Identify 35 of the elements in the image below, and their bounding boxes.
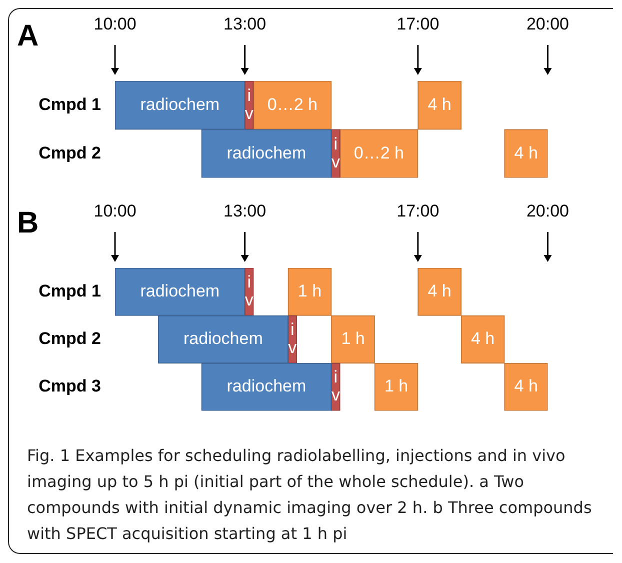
data-label: radiochem bbox=[183, 329, 263, 348]
x-tick-label: 10:00 bbox=[94, 14, 136, 34]
x-tick-label: 10:00 bbox=[94, 201, 136, 220]
data-label: radiochem bbox=[226, 376, 306, 396]
y-tick-label: Cmpd 1 bbox=[38, 94, 101, 114]
data-label: radiochem bbox=[140, 94, 220, 114]
data-label: iv bbox=[331, 368, 340, 405]
data-label: iv bbox=[244, 272, 254, 310]
y-tick-label: Cmpd 2 bbox=[38, 329, 101, 348]
data-label: 0…2 h bbox=[354, 143, 404, 162]
data-label: 1 h bbox=[384, 376, 408, 396]
y-tick-label: Cmpd 3 bbox=[38, 376, 101, 396]
data-label: radiochem bbox=[140, 281, 220, 300]
annotation: 4 h bbox=[471, 329, 495, 348]
data-label: iv bbox=[331, 134, 340, 172]
annotation: 4 h bbox=[514, 376, 538, 396]
chart-title: B bbox=[17, 206, 39, 240]
x-tick-label: 13:00 bbox=[224, 201, 266, 220]
chart-title: A bbox=[17, 19, 39, 52]
annotation: 4 h bbox=[428, 94, 452, 114]
x-tick-label: 13:00 bbox=[224, 14, 266, 34]
data-label: iv bbox=[244, 86, 254, 123]
x-tick-label: 17:00 bbox=[396, 14, 440, 34]
data-label: 1 h bbox=[341, 329, 365, 348]
annotation: 4 h bbox=[428, 281, 452, 300]
x-tick-label: 20:00 bbox=[526, 14, 570, 34]
x-tick-label: 17:00 bbox=[396, 201, 440, 220]
y-tick-label: Cmpd 2 bbox=[38, 143, 101, 162]
data-label: 1 h bbox=[298, 281, 322, 300]
annotation: 4 h bbox=[514, 143, 538, 162]
data-label: 0…2 h bbox=[267, 94, 318, 114]
data-label: radiochem bbox=[226, 143, 306, 162]
caption: Fig. 1 Examples for scheduling radiolabelling, injections and in vivo imaging up to 5 h pi (initial part of the whole schedule). a Two compounds with initial dynamic imaging over 2 h. b Three compounds with SPECT acquisition starting at 1 h pi bbox=[26, 445, 593, 545]
y-tick-label: Cmpd 1 bbox=[38, 281, 101, 300]
x-tick-label: 20:00 bbox=[526, 201, 570, 220]
